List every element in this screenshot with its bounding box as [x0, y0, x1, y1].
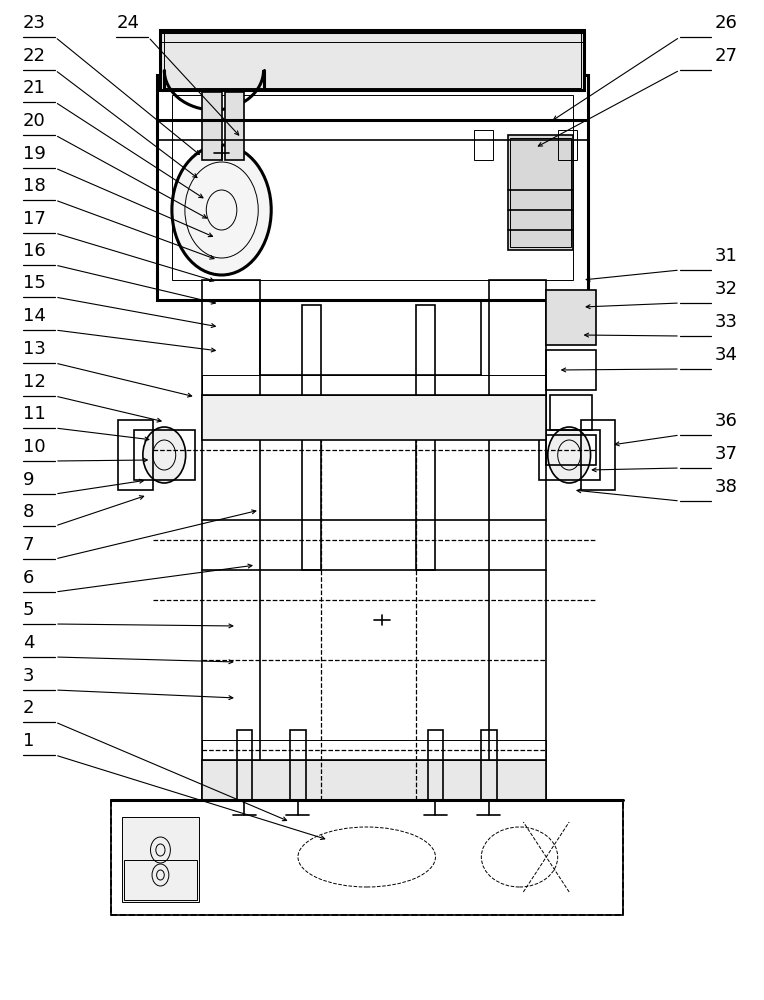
Text: 9: 9	[23, 471, 34, 489]
Text: 24: 24	[116, 14, 139, 32]
Bar	[202, 395, 546, 440]
Text: 10: 10	[23, 438, 46, 456]
Text: 4: 4	[23, 634, 34, 652]
Text: 11: 11	[23, 405, 46, 423]
Bar	[510, 138, 571, 247]
Text: 31: 31	[714, 247, 737, 265]
Circle shape	[172, 145, 271, 275]
Bar	[416, 305, 435, 570]
Bar	[481, 730, 497, 800]
Text: 19: 19	[23, 145, 46, 163]
Bar	[202, 740, 546, 760]
Text: 12: 12	[23, 373, 46, 391]
Bar	[237, 730, 252, 800]
Bar	[302, 305, 321, 570]
Text: 16: 16	[23, 242, 46, 260]
Bar	[134, 430, 195, 480]
Bar	[124, 860, 197, 900]
Bar	[157, 75, 588, 300]
Bar	[489, 280, 546, 800]
Text: 18: 18	[23, 177, 46, 195]
Bar	[508, 135, 573, 250]
Text: 33: 33	[714, 313, 737, 331]
Text: 27: 27	[714, 47, 737, 65]
Bar	[428, 730, 443, 800]
Text: 17: 17	[23, 210, 46, 228]
Text: 34: 34	[714, 346, 737, 364]
Text: 13: 13	[23, 340, 46, 358]
Text: 14: 14	[23, 307, 46, 325]
Bar	[160, 30, 584, 90]
Text: 32: 32	[714, 280, 737, 298]
Text: 38: 38	[714, 478, 737, 496]
Text: 21: 21	[23, 79, 46, 97]
Bar	[202, 760, 546, 800]
Bar	[546, 435, 596, 465]
Bar	[202, 375, 546, 395]
Circle shape	[143, 427, 186, 483]
Circle shape	[548, 427, 591, 483]
Bar	[202, 92, 222, 160]
Bar	[122, 817, 199, 902]
Bar	[539, 430, 600, 480]
Text: 5: 5	[23, 601, 34, 619]
Bar	[558, 130, 577, 160]
Text: 7: 7	[23, 536, 34, 554]
Bar	[474, 130, 493, 160]
Bar	[118, 420, 153, 490]
Text: 20: 20	[23, 112, 46, 130]
Text: 3: 3	[23, 667, 34, 685]
Text: 23: 23	[23, 14, 46, 32]
Text: 1: 1	[23, 732, 34, 750]
Text: 36: 36	[714, 412, 737, 430]
Text: 37: 37	[714, 445, 737, 463]
Bar	[550, 395, 592, 430]
Text: 2: 2	[23, 699, 34, 717]
Text: 8: 8	[23, 503, 34, 521]
Bar	[164, 32, 581, 88]
Text: 26: 26	[714, 14, 737, 32]
Bar	[290, 730, 306, 800]
Bar	[581, 420, 615, 490]
Text: 6: 6	[23, 569, 34, 587]
Bar	[546, 350, 596, 390]
Text: 22: 22	[23, 47, 46, 65]
Bar	[546, 290, 596, 345]
Bar	[225, 92, 244, 160]
Text: 15: 15	[23, 274, 46, 292]
Bar	[172, 95, 573, 280]
Bar	[202, 280, 260, 800]
Bar	[111, 800, 623, 915]
